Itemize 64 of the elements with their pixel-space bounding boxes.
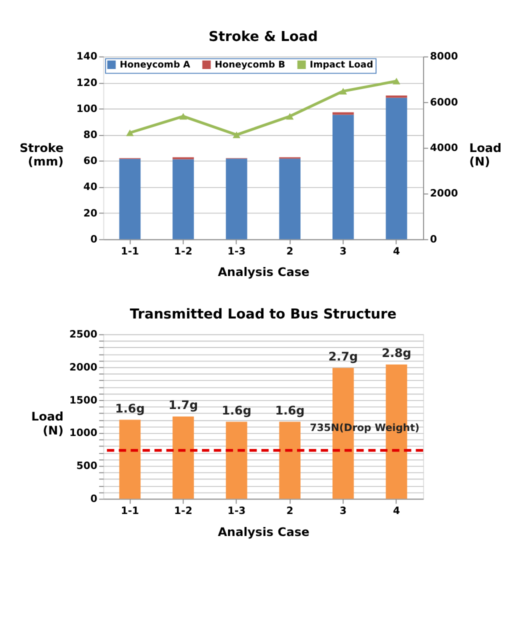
y-axis-title: Stroke (mm) [20,140,64,169]
x-tick-label: 1-2 [174,506,192,517]
bar [172,416,194,499]
bar [172,159,194,240]
bar [226,422,248,499]
y-tick-label: 140 [76,52,98,63]
y-axis-title: Load (N) [31,410,64,438]
bar [119,158,141,240]
x-tick-label: 1-3 [227,246,246,258]
x-tick-label: 1-1 [120,506,140,517]
bar [332,112,354,115]
bar [226,158,248,240]
y-tick-label: 100 [76,104,98,115]
annotation: 2.7g [328,350,358,364]
annotation: 1.7g [168,398,198,412]
point [179,112,188,120]
bar [279,158,301,240]
y-tick-label: 80 [83,130,98,141]
x-tick-label: 3 [340,246,347,258]
annotation: 1.6g [115,401,145,416]
x-tick-label: 1-1 [120,246,140,258]
y-tick-label: 2500 [69,329,98,340]
bar [332,114,354,240]
x-tick-label: 4 [392,506,400,517]
y2-tick-label: 2000 [430,188,458,200]
x-tick-label: 2 [286,246,294,258]
x-axis-title: Analysis Case [218,524,310,539]
point [126,129,134,136]
legend-label: Impact Load [310,60,374,70]
legend-label: Honeycomb A [120,60,192,70]
annotation: 1.6g [275,403,305,418]
bar [279,422,301,499]
y-tick-label: 20 [83,208,98,220]
y2-tick-label: 4000 [430,143,458,154]
y-tick-label: 0 [90,494,98,505]
y2-tick-label: 0 [430,234,437,246]
bar [386,98,408,240]
point [232,131,240,138]
x-tick-label: 4 [392,246,400,258]
y-tick-label: 60 [83,156,98,168]
bar [119,420,141,499]
chart-title: Transmitted Load to Bus Structure [130,306,397,323]
y-tick-label: 0 [90,234,98,246]
legend-label: Honeycomb B [214,60,286,70]
y-tick-label: 500 [76,461,98,472]
x-tick-label: 3 [340,506,347,517]
y-tick-label: 40 [83,182,98,194]
annotation: 1.6g [222,403,252,418]
point [286,112,294,120]
chart-title: Stroke & Load [208,28,318,45]
y2-tick-label: 8000 [430,52,458,63]
x-axis-title: Analysis Case [218,265,310,280]
x-tick-label: 2 [286,506,294,517]
y-tick-label: 1500 [69,395,98,406]
y2-axis-title: Load (N) [469,140,502,169]
y2-tick-label: 6000 [430,97,458,108]
x-tick-label: 1-3 [227,506,246,517]
point [392,78,400,84]
x-tick-label: 1-2 [174,246,192,258]
annotation: 2.8g [382,346,412,360]
y-tick-label: 1000 [69,428,98,440]
y-tick-label: 120 [76,78,98,89]
point [339,88,347,94]
y-tick-label: 2000 [69,362,98,374]
